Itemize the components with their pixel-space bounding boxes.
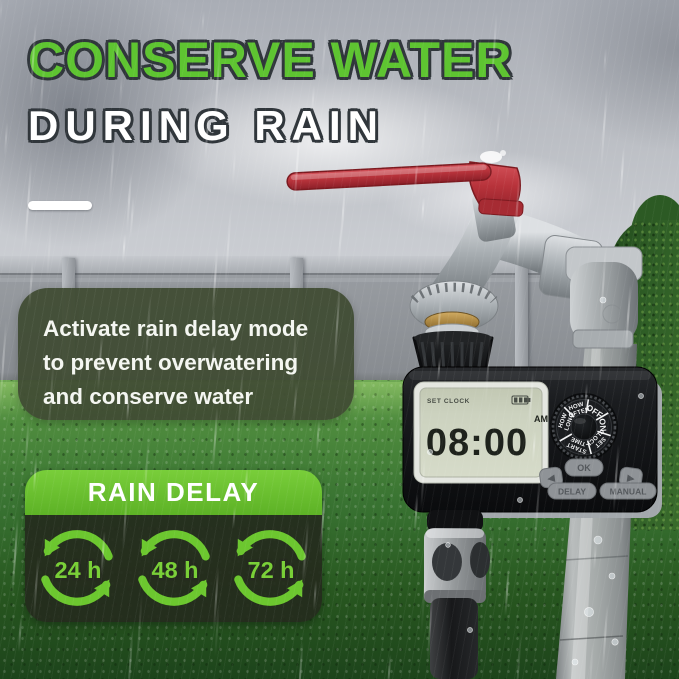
- bush: [604, 220, 679, 530]
- info-line: and conserve water: [43, 384, 254, 409]
- headline-line1: CONSERVE WATER: [28, 32, 513, 88]
- cycle-arrows-icon-48h: 48 h: [128, 523, 220, 615]
- info-box: Activate rain delay mode to prevent over…: [18, 288, 354, 420]
- headline: CONSERVE WATER DURING RAIN: [28, 34, 512, 148]
- underline-dash: [28, 201, 92, 210]
- info-line: Activate rain delay mode: [43, 316, 309, 341]
- headline-line2: DURING RAIN: [28, 101, 385, 149]
- rain-delay-panel: RAIN DELAY 24 h 48 h 72 h: [25, 470, 322, 622]
- rain-delay-options: 24 h 48 h 72 h: [25, 515, 322, 622]
- delay-option-label: 48 h: [151, 557, 198, 583]
- delay-option-label: 72 h: [247, 557, 294, 583]
- rain-delay-header: RAIN DELAY: [25, 470, 322, 515]
- fence-top-rail: [0, 256, 679, 275]
- info-line: to prevent overwatering: [43, 350, 299, 375]
- white-cloud: [380, 150, 600, 240]
- delay-option-label: 24 h: [55, 557, 102, 583]
- fence-rail: [0, 278, 679, 282]
- dark-cloud: [520, 0, 679, 160]
- rain-delay-title: RAIN DELAY: [87, 477, 260, 507]
- cycle-arrows-icon-24h: 24 h: [31, 523, 123, 615]
- cycle-arrows-icon-72h: 72 h: [224, 523, 316, 615]
